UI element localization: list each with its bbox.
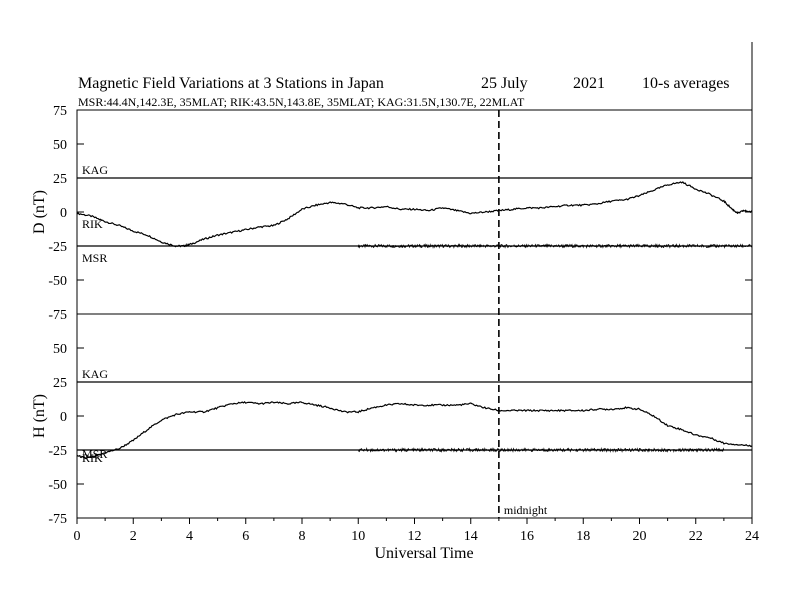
x-tick-label: 6 — [242, 529, 249, 544]
y-tick-label: -50 — [48, 274, 67, 289]
station-label-rik: RIK — [82, 217, 103, 231]
series-rik-line — [76, 181, 753, 248]
x-tick-label: 14 — [464, 529, 478, 544]
series-msr-line — [358, 446, 725, 453]
x-tick-label: 8 — [299, 529, 306, 544]
y-tick-label: 0 — [60, 206, 67, 221]
x-tick-label: 24 — [745, 529, 759, 544]
y-axis-label: H (nT) — [31, 394, 48, 438]
y-tick-label: -25 — [48, 240, 67, 255]
y-tick-label: 50 — [53, 342, 67, 357]
x-tick-label: 2 — [130, 529, 137, 544]
x-tick-label: 22 — [689, 529, 703, 544]
x-tick-label: 12 — [408, 529, 422, 544]
x-tick-label: 18 — [576, 529, 590, 544]
x-tick-label: 20 — [633, 529, 647, 544]
series-msr-line — [357, 243, 753, 249]
station-label-msr: MSR — [82, 251, 107, 265]
chart-date: 25 July — [481, 75, 528, 92]
station-label-kag: KAG — [82, 163, 108, 177]
chart-averaging: 10-s averages — [642, 75, 730, 92]
y-tick-label: 50 — [53, 138, 67, 153]
x-tick-label: 0 — [74, 529, 81, 544]
y-tick-label: 75 — [53, 104, 67, 119]
y-tick-label: 0 — [60, 410, 67, 425]
station-info: MSR:44.4N,142.3E, 35MLAT; RIK:43.5N,143.… — [78, 95, 525, 109]
series-rik-line — [76, 401, 753, 460]
plot-area: 75 50 25 0 -25 -50 -75 D (nT) KAG RIK MSR 50 25 0 -25 -… — [31, 104, 759, 544]
x-tick-label: 10 — [351, 529, 365, 544]
chart-title: Magnetic Field Variations at 3 Stations … — [78, 75, 384, 92]
y-axis-label: D (nT) — [31, 190, 48, 234]
x-tick-label: 16 — [520, 529, 534, 544]
panel-frame — [76, 109, 753, 315]
y-tick-label: 25 — [53, 376, 67, 391]
x-axis-label: Universal Time — [374, 545, 473, 562]
chart-year: 2021 — [573, 75, 605, 92]
y-tick-label: 25 — [53, 172, 67, 187]
y-tick-label: -25 — [48, 444, 67, 459]
midnight-label: midnight — [504, 503, 548, 517]
y-tick-label: -75 — [48, 512, 67, 527]
panel-frame — [76, 313, 753, 519]
y-tick-label: -75 — [48, 308, 67, 323]
x-tick-label: 4 — [186, 529, 193, 544]
y-tick-label: -50 — [48, 478, 67, 493]
station-label-kag: KAG — [82, 367, 108, 381]
